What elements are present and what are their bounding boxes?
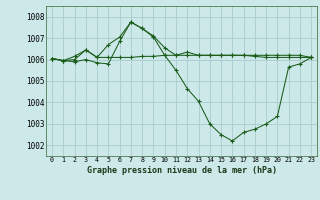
X-axis label: Graphe pression niveau de la mer (hPa): Graphe pression niveau de la mer (hPa) — [87, 166, 276, 175]
